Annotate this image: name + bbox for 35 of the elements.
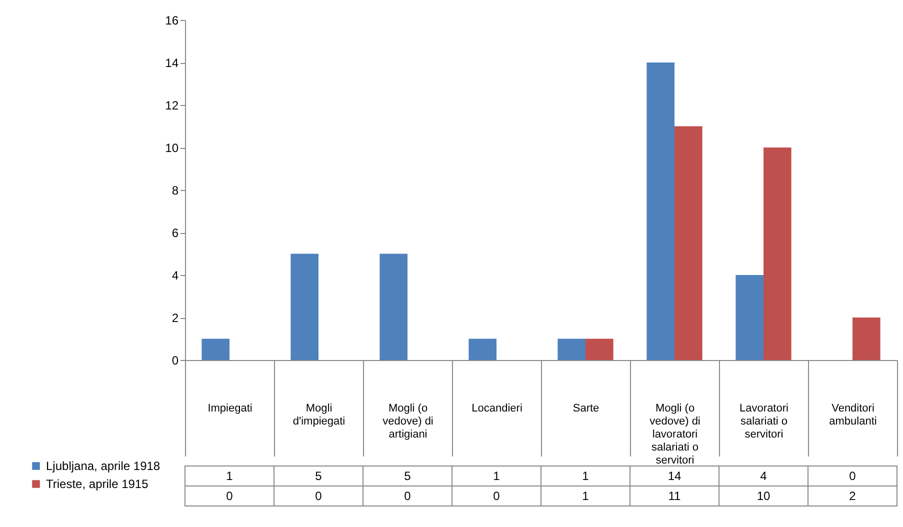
y-tick-label: 2	[172, 311, 179, 325]
y-tick-label: 10	[165, 141, 179, 155]
x-tick-label: Sarte	[572, 402, 600, 414]
y-tick-label: 12	[165, 98, 179, 112]
y-tick-label: 8	[172, 184, 179, 198]
y-tick-label: 4	[172, 268, 179, 282]
x-tick-label: Impiegati	[208, 402, 252, 414]
legend-label: Trieste, aprile 1915	[46, 477, 149, 491]
data-label: 10	[756, 489, 770, 503]
x-tick-label: Mogli (o vedove) di artigiani	[382, 402, 434, 440]
data-label: 0	[849, 469, 856, 483]
data-label: 1	[582, 469, 590, 483]
x-tick-label: Mogli d'impiegati	[292, 402, 346, 428]
x-tick-label: Lavoratori salariati o servitori	[740, 402, 788, 440]
y-tick-label: 6	[172, 226, 179, 240]
data-label: 2	[849, 489, 856, 503]
data-label: 5	[404, 469, 412, 483]
data-label: 0	[226, 489, 234, 503]
data-label: 1	[582, 489, 590, 503]
x-tick-label: Venditori ambulanti	[829, 402, 877, 428]
data-label: 0	[493, 489, 500, 503]
y-tick-label: 14	[165, 56, 179, 70]
data-label: 0	[315, 489, 322, 503]
x-tick-label: Locandieri	[472, 402, 522, 414]
legend-label: Ljubljana, aprile 1918	[46, 459, 160, 473]
x-tick-label: Mogli (o vedove) di lavoratori salariati o servitori	[650, 402, 700, 466]
data-label: 0	[404, 489, 412, 503]
data-label: 11	[668, 489, 682, 503]
y-tick-label: 0	[172, 354, 179, 368]
data-label: 14	[668, 469, 682, 483]
data-label: 1	[226, 469, 234, 483]
data-label: 1	[493, 469, 500, 483]
data-label: 4	[760, 469, 768, 483]
data-label: 5	[315, 469, 322, 483]
y-tick-label: 16	[165, 14, 179, 28]
